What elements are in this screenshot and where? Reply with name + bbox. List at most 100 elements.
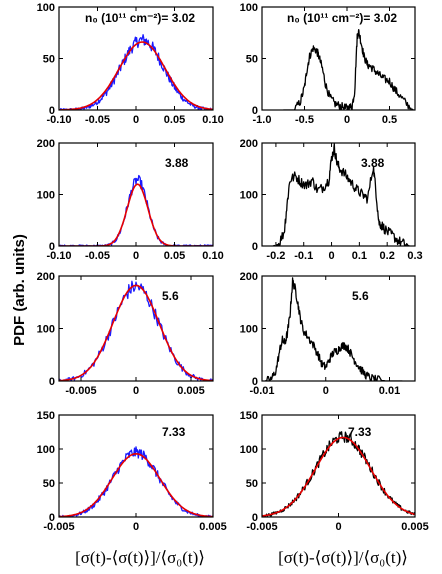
panel-p4: -0.2 -0.1 0 0.1 0.2 0.3 0 100 200 3.88	[240, 138, 423, 262]
series-group	[59, 280, 213, 381]
y-tick-label: 200	[37, 138, 55, 150]
plot-frame	[261, 275, 416, 382]
x-tick-label: 0.05	[164, 114, 185, 126]
x-tick-label: 0	[335, 521, 341, 533]
x-tick-label: -0.01	[249, 385, 274, 397]
panel-p2: -1.0 -0.5 0 0.5 0 50 100 n₀ (10¹¹ cm⁻²)= 3.02	[240, 2, 416, 126]
x-tick-label: 0.005	[199, 521, 227, 533]
x-tick-label: 0.005	[401, 521, 429, 533]
series-black-line-p6	[264, 277, 403, 381]
series-noisy-line-p7	[59, 446, 213, 517]
x-tick-label: 0	[133, 114, 139, 126]
y-tick-label: 100	[240, 190, 258, 202]
panel-annotation: 7.33	[348, 425, 372, 439]
x-tick-label: 0.005	[177, 385, 205, 397]
y-tick-label: 0	[49, 105, 55, 117]
plot-frame	[58, 275, 214, 382]
panel-p1: -0.10 -0.05 0 0.05 0.10 0 50 100 n₀ (10¹¹ cm⁻²)=…	[37, 2, 224, 126]
x-tick-label: -0.05	[85, 250, 110, 262]
y-tick-label: 0	[49, 512, 55, 524]
plot-frame	[58, 142, 214, 247]
y-tick-label: 0	[252, 376, 258, 388]
series-group	[59, 446, 213, 517]
panel-annotation: 3.88	[165, 156, 189, 170]
x-tick-label: -0.1	[294, 250, 313, 262]
y-tick-label: 200	[240, 138, 258, 150]
series-group	[283, 28, 414, 110]
series-group	[272, 143, 410, 246]
x-tick-label: 0.3	[407, 250, 422, 262]
y-tick-label: 100	[240, 324, 258, 336]
x-tick-label: 0	[328, 250, 334, 262]
series-black-line-p8	[262, 431, 415, 517]
panel-annotation: 5.6	[162, 289, 179, 303]
series-fit-line-p3	[59, 183, 213, 246]
x-tick-label: -0.005	[246, 521, 277, 533]
x-axis-label-left: [σ(t)-⟨σ(t)⟩]/⟨σ₀(t)⟩	[75, 548, 205, 567]
y-tick-label: 50	[43, 54, 55, 66]
x-tick-label: 0	[344, 114, 350, 126]
x-tick-label: -0.10	[46, 114, 71, 126]
x-tick-label: 0.5	[382, 114, 397, 126]
panel-annotation: n₀ (10¹¹ cm⁻²)= 3.02	[287, 11, 397, 25]
series-group	[262, 431, 415, 517]
y-tick-label: 100	[37, 324, 55, 336]
y-tick-label: 0	[49, 376, 55, 388]
x-tick-label: 0	[133, 385, 139, 397]
y-tick-label: 200	[37, 271, 55, 283]
y-tick-label: 0	[252, 105, 258, 117]
series-fit-line-p8	[262, 436, 415, 517]
x-tick-label: 0	[133, 521, 139, 533]
y-tick-label: 150	[37, 410, 55, 422]
x-tick-label: 0.10	[202, 114, 223, 126]
panel-annotation: 7.33	[162, 425, 186, 439]
panel-p3: -0.10 -0.05 0 0.05 0.10 0 100 200 3.88	[37, 138, 224, 262]
x-tick-label: -0.5	[295, 114, 314, 126]
series-black-line-p2	[283, 28, 414, 110]
x-tick-label: -0.2	[266, 250, 285, 262]
panel-annotation: 3.88	[361, 156, 385, 170]
x-tick-label: 0.1	[352, 250, 367, 262]
series-black-line-p4	[272, 143, 410, 246]
y-tick-label: 50	[43, 478, 55, 490]
x-tick-label: -0.005	[65, 385, 96, 397]
x-tick-label: -0.05	[85, 114, 110, 126]
y-axis-label: PDF (arb. units)	[11, 234, 28, 346]
x-tick-label: -0.005	[43, 521, 74, 533]
x-tick-label: -1.0	[253, 114, 272, 126]
y-tick-label: 50	[246, 478, 258, 490]
y-tick-label: 100	[37, 444, 55, 456]
x-tick-label: 0.10	[202, 250, 223, 262]
y-tick-label: 50	[246, 54, 258, 66]
panel-annotation: n₀ (10¹¹ cm⁻²)= 3.02	[85, 11, 195, 25]
panel-annotation: 5.6	[352, 289, 369, 303]
y-tick-label: 0	[49, 241, 55, 253]
x-tick-label: 0	[323, 385, 329, 397]
series-group	[59, 34, 213, 110]
y-tick-label: 0	[252, 512, 258, 524]
y-tick-label: 100	[37, 2, 55, 14]
series-group	[59, 174, 213, 246]
x-axis-label-right: [σ(t)-⟨σ(t)⟩]/⟨σ₀(t)⟩	[278, 548, 408, 567]
x-tick-label: -0.10	[46, 250, 71, 262]
y-tick-label: 100	[240, 2, 258, 14]
y-tick-label: 150	[240, 410, 258, 422]
plot-frame	[58, 414, 214, 518]
y-tick-label: 100	[37, 190, 55, 202]
x-tick-label: 0.2	[380, 250, 395, 262]
y-tick-label: 100	[240, 444, 258, 456]
series-noisy-line-p5	[59, 280, 213, 381]
y-tick-label: 0	[252, 241, 258, 253]
series-fit-line-p1	[59, 41, 213, 110]
x-tick-label: 0.05	[164, 250, 185, 262]
series-fit-line-p7	[59, 453, 213, 517]
panel-p5: -0.005 0 0.005 0 100 200 5.6	[37, 271, 214, 397]
y-tick-label: 200	[240, 271, 258, 283]
x-tick-label: 0	[133, 250, 139, 262]
series-noisy-line-p1	[59, 34, 213, 110]
x-tick-label: 0.01	[379, 385, 400, 397]
